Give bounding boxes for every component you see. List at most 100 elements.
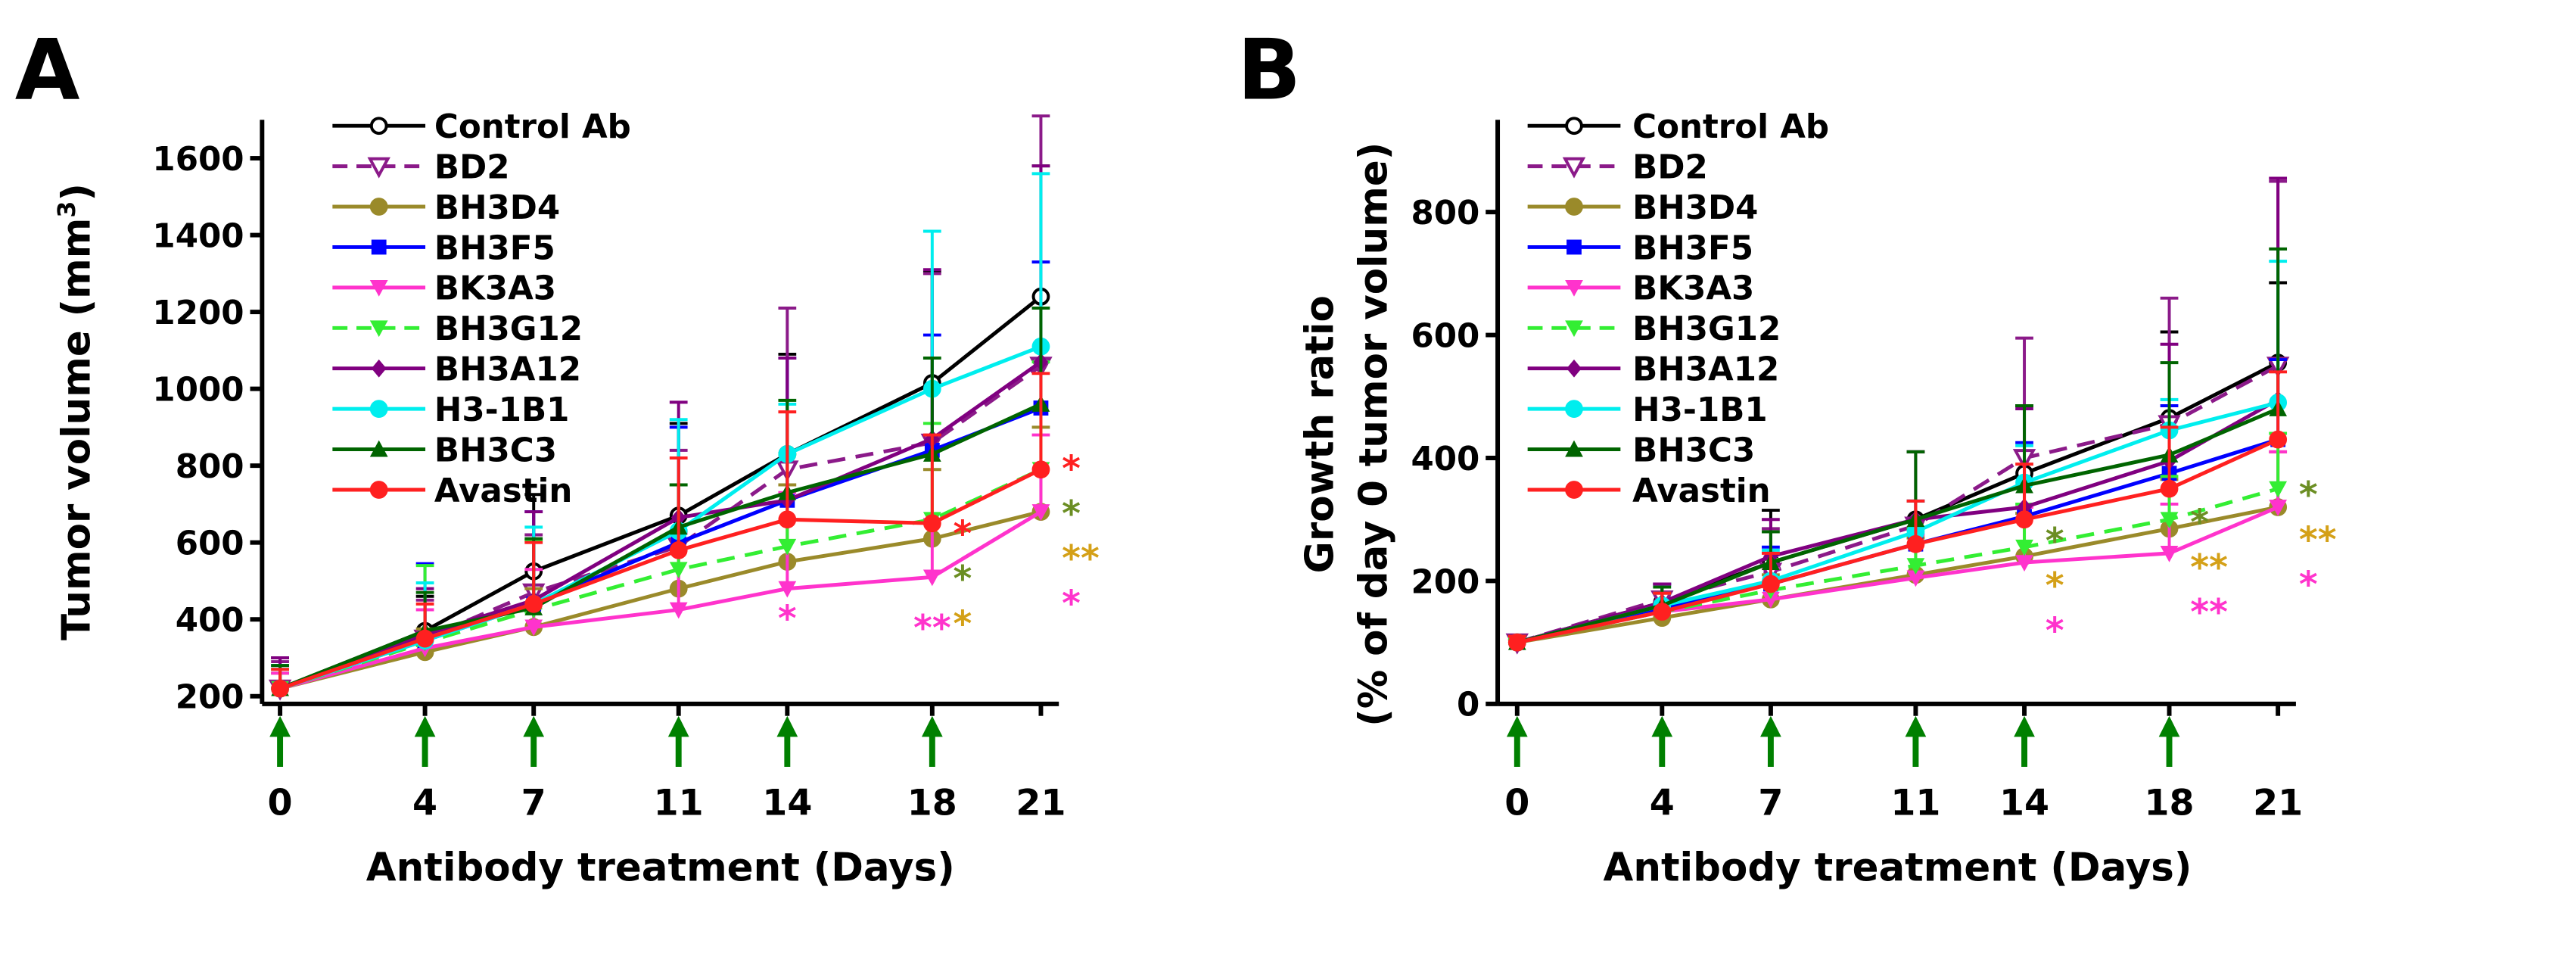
significance-marker: ** [913,608,951,649]
arrow-head [1760,715,1781,737]
x-tick-label: 14 [1999,782,2049,824]
legend-marker [369,117,388,136]
legend-label: BH3F5 [434,229,555,267]
legend-label: BH3G12 [1632,310,1781,348]
legend-marker [369,320,388,338]
significance-marker: * [954,513,972,555]
x-tick-label: 11 [1890,782,1940,824]
significance-marker: * [778,598,797,640]
treatment-arrow-icon [1760,715,1781,767]
data-point [2269,430,2288,449]
legend-marker [369,481,388,499]
y-tick-label: 0 [1457,687,1479,724]
x-tick-label: 4 [412,782,437,824]
legend-label: BD2 [1632,148,1708,186]
x-tick-label: 18 [907,782,957,824]
treatment-arrow-icon [667,715,689,767]
legend-item: BD2 [332,148,510,186]
treatment-arrow-icon [776,715,798,767]
legend: Control AbBD2BH3D4BH3F5BK3A3BH3G12BH3A12… [332,108,631,510]
data-point [669,602,688,619]
arrow-head [269,715,291,737]
treatment-arrow-icon [414,715,436,767]
arrow-head [1905,715,1927,737]
significance-marker: * [1062,583,1081,625]
data-point [415,629,434,648]
x-axis-label: Antibody treatment (Days) [366,845,955,890]
legend-marker [1565,400,1583,418]
series-avastin [1507,370,2288,652]
significance-marker: ** [1062,538,1100,580]
data-point [2269,500,2288,516]
legend-item: BH3A12 [332,351,581,389]
y-tick-label: 800 [1411,195,1479,232]
arrow-head [667,715,689,737]
y-tick-label: 200 [1411,563,1479,601]
x-tick-label: 14 [762,782,812,824]
data-point [1031,504,1050,521]
data-point [778,581,797,598]
arrow-head [1506,715,1528,737]
data-point [669,562,688,579]
significance-marker: * [1062,493,1081,534]
arrow-head [921,715,943,737]
treatment-arrow-icon [1506,715,1528,767]
panel-label: B [1237,22,1301,120]
x-tick-label: 4 [1650,782,1675,824]
legend-marker [369,198,388,216]
y-tick-label: 1400 [152,217,244,255]
data-point [2160,546,2179,562]
panel-label: A [15,22,80,120]
x-tick-label: 11 [654,782,704,824]
legend-item: BK3A3 [332,270,556,308]
legend-item: Control Ab [1527,108,1829,146]
legend-item: BH3C3 [1527,431,1755,469]
legend-item: BH3A12 [1527,351,1779,389]
y-tick-label: 1000 [152,371,244,409]
y-axis-label-secondary: (% of day 0 tumor volume) [1352,142,1397,727]
data-point [2269,481,2288,498]
x-tick-label: 7 [521,782,546,824]
treatment-arrow-icon [2158,715,2180,767]
data-point [1031,460,1050,479]
y-tick-label: 400 [1411,441,1479,478]
legend-item: BH3D4 [1527,189,1758,227]
treatment-arrow-icon [1651,715,1673,767]
significance-marker: * [954,559,972,600]
data-point [2015,539,2033,556]
legend-marker [1565,279,1583,297]
legend-marker [367,157,390,179]
y-tick-label: 800 [176,448,244,486]
significance-marker: ** [2190,547,2228,588]
legend-marker [369,400,388,418]
legend-marker [1565,198,1583,216]
legend-label: BH3G12 [434,310,583,348]
legend-label: H3-1B1 [1632,391,1768,429]
legend-item: Control Ab [332,108,631,146]
legend-marker [1566,359,1582,378]
significance-marker: * [2190,502,2209,544]
data-point [1906,558,1925,575]
legend-marker [1565,320,1583,338]
legend-marker [1566,239,1582,255]
legend-item: BH3G12 [332,310,583,348]
y-tick-label: 600 [176,525,244,563]
data-point [778,510,797,529]
data-point [922,514,941,533]
data-point [1906,570,1925,587]
data-point [2160,512,2179,529]
y-tick-label: 200 [176,679,244,717]
legend-item: BK3A3 [1527,270,1754,308]
legend-item: BH3G12 [1527,310,1781,348]
y-axis-label: Tumor volume (mm3) [54,183,100,640]
x-tick-label: 0 [268,782,293,824]
data-point [1906,534,1925,553]
legend-label: BH3C3 [434,431,557,469]
significance-marker: ** [2190,592,2228,634]
legend-marker [369,279,388,297]
treatment-arrow-icon [921,715,943,767]
legend-label: BH3F5 [1632,229,1753,267]
data-point [2015,510,2033,529]
panel-a-tumor-volume-chart: A 200 400 600 800 1000 1200 1400 1600 0 4 7 11 14 18 2… [15,22,1100,891]
